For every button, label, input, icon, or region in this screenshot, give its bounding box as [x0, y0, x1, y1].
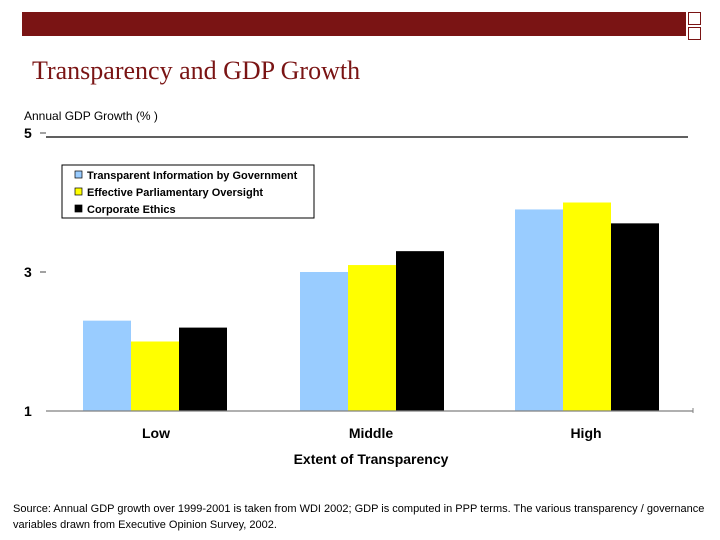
- legend: Transparent Information by Government Ef…: [61, 164, 315, 219]
- legend-swatch-blue: [74, 170, 83, 179]
- bar-high-series-3: [611, 223, 659, 411]
- bar-low-series-3: [179, 327, 227, 411]
- slide-title: Transparency and GDP Growth: [32, 56, 361, 85]
- category-label-high: High: [570, 425, 601, 441]
- category-label-low: Low: [142, 425, 170, 441]
- category-label-middle: Middle: [349, 425, 394, 441]
- bar-low-series-1: [83, 320, 131, 411]
- decorative-square: [688, 27, 701, 40]
- y-axis-label: Annual GDP Growth (% ): [24, 109, 158, 123]
- bar-low-series-2: [131, 341, 179, 411]
- legend-label: Corporate Ethics: [87, 204, 176, 216]
- bar-high-series-2: [563, 202, 611, 411]
- bar-middle-series-3: [396, 251, 444, 411]
- source-note: Source: Annual GDP growth over 1999-2001…: [13, 503, 705, 531]
- legend-swatch-black: [74, 204, 83, 213]
- bar-chart: Annual GDP Growth (% ) 5 3 1 Low Middle …: [24, 109, 694, 467]
- bar-middle-series-2: [348, 265, 396, 411]
- header-bar: [22, 12, 686, 36]
- legend-swatch-yellow: [74, 187, 83, 196]
- y-tick-label: 3: [24, 264, 32, 280]
- y-tick-label: 5: [24, 125, 32, 141]
- y-tick-label: 1: [24, 403, 32, 419]
- decorative-square: [688, 12, 701, 25]
- bar-middle-series-1: [300, 272, 348, 411]
- legend-box: [61, 164, 315, 219]
- legend-label: Transparent Information by Government: [87, 170, 298, 182]
- x-axis-label: Extent of Transparency: [294, 451, 449, 467]
- bar-high-series-1: [515, 209, 563, 411]
- legend-label: Effective Parliamentary Oversight: [87, 187, 263, 199]
